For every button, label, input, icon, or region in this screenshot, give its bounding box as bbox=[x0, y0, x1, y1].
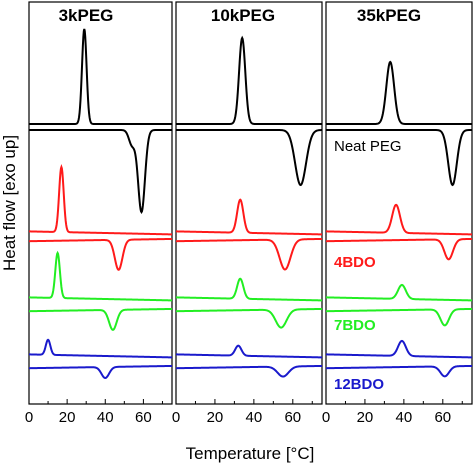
curve-heating-10kpeg-7bdo bbox=[175, 307, 323, 329]
curves-group bbox=[28, 28, 473, 380]
panel-title-35kpeg: 35kPEG bbox=[357, 6, 421, 25]
x-tick-label-10kpeg-40: 40 bbox=[246, 409, 263, 426]
curve-heating-35kpeg-12bdo bbox=[325, 364, 473, 378]
curve-cooling-3kpeg-12bdo bbox=[28, 338, 173, 359]
curve-heating-10kpeg-neat-peg bbox=[176, 129, 323, 187]
y-axis-label: Heat flow [exo up] bbox=[0, 135, 19, 271]
series-label-4bdo: 4BDO bbox=[334, 254, 376, 271]
series-label-7bdo: 7BDO bbox=[334, 317, 376, 334]
x-ticks-group: 0 20 40 60 0 20 40 60 0 20 40 60 bbox=[25, 399, 463, 426]
x-tick-label-35kpeg-60: 60 bbox=[434, 409, 451, 426]
curve-cooling-3kpeg-neat-peg bbox=[29, 28, 172, 125]
x-tick-label-3kpeg-20: 20 bbox=[59, 409, 76, 426]
x-tick-label-35kpeg-0: 0 bbox=[322, 409, 330, 426]
series-label-12bdo: 12BDO bbox=[334, 376, 384, 393]
curve-cooling-35kpeg-12bdo bbox=[325, 339, 473, 359]
panel-frame-35kpeg bbox=[325, 1, 473, 405]
x-tick-label-35kpeg-40: 40 bbox=[396, 409, 413, 426]
curve-cooling-35kpeg-7bdo bbox=[325, 283, 473, 302]
curve-heating-35kpeg-neat-peg bbox=[326, 129, 472, 187]
curve-cooling-10kpeg-7bdo bbox=[175, 277, 323, 302]
x-axis-label: Temperature [°C] bbox=[186, 444, 315, 463]
x-tick-label-10kpeg-20: 20 bbox=[207, 409, 224, 426]
panel-title-10kpeg: 10kPEG bbox=[211, 6, 275, 25]
curve-heating-3kpeg-4bdo bbox=[28, 237, 173, 271]
curve-heating-35kpeg-7bdo bbox=[325, 307, 473, 327]
curve-heating-10kpeg-4bdo bbox=[175, 237, 323, 271]
x-tick-label-3kpeg-60: 60 bbox=[135, 409, 152, 426]
x-tick-label-10kpeg-60: 60 bbox=[284, 409, 301, 426]
curve-cooling-3kpeg-7bdo bbox=[28, 250, 173, 302]
series-label-neat-peg: Neat PEG bbox=[334, 138, 402, 155]
curve-heating-35kpeg-4bdo bbox=[325, 237, 473, 261]
x-tick-label-3kpeg-0: 0 bbox=[25, 409, 33, 426]
curve-heating-3kpeg-neat-peg bbox=[29, 129, 172, 215]
curve-cooling-35kpeg-neat-peg bbox=[326, 60, 472, 125]
x-tick-label-35kpeg-20: 20 bbox=[357, 409, 374, 426]
curve-cooling-10kpeg-neat-peg bbox=[176, 35, 322, 125]
curve-cooling-35kpeg-4bdo bbox=[325, 203, 473, 236]
curve-heating-3kpeg-12bdo bbox=[28, 364, 173, 380]
panel-frame-3kpeg bbox=[28, 1, 173, 405]
panel-title-3kpeg: 3kPEG bbox=[59, 6, 114, 25]
curve-heating-10kpeg-12bdo bbox=[175, 364, 323, 378]
curve-cooling-3kpeg-4bdo bbox=[28, 163, 173, 236]
curve-cooling-10kpeg-4bdo bbox=[175, 198, 323, 236]
x-tick-label-10kpeg-0: 0 bbox=[172, 409, 180, 426]
panel-frame-10kpeg bbox=[175, 1, 323, 405]
curve-heating-3kpeg-7bdo bbox=[28, 307, 173, 331]
curve-cooling-10kpeg-12bdo bbox=[175, 344, 323, 359]
x-tick-label-3kpeg-40: 40 bbox=[97, 409, 114, 426]
